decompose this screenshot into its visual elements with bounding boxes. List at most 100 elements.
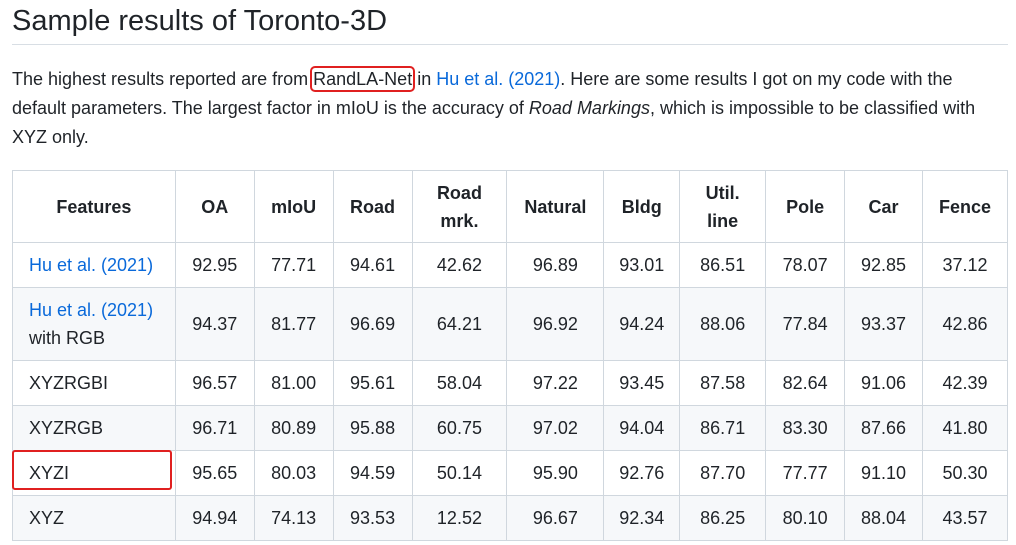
row-feature: XYZI — [12, 450, 176, 496]
cell-pole: 83.30 — [765, 405, 846, 451]
cell-car: 87.66 — [844, 405, 923, 451]
cell-road-mrk: 60.75 — [411, 405, 508, 451]
cell-oa: 96.57 — [174, 360, 255, 406]
cell-bldg: 94.04 — [603, 405, 681, 451]
header-oa: OA — [174, 170, 255, 243]
intro-text-4: , which is impossible to be classified w… — [12, 98, 976, 147]
cell-bldg: 93.45 — [603, 360, 681, 406]
header-pole: Pole — [765, 170, 846, 243]
table-row: Hu et al. (2021) 92.95 77.71 94.61 42.62… — [12, 242, 1009, 288]
header-road-mrk-line2: mrk. — [440, 210, 479, 231]
cell-road-mrk: 12.52 — [411, 495, 508, 541]
cell-natural: 97.22 — [506, 360, 605, 406]
cell-miou: 77.71 — [253, 242, 334, 288]
cell-oa: 92.95 — [174, 242, 255, 288]
header-road: Road — [332, 170, 413, 243]
cell-pole: 82.64 — [765, 360, 846, 406]
row-feature-suffix: with RGB — [29, 328, 106, 348]
cell-miou: 81.00 — [253, 360, 334, 406]
header-natural: Natural — [506, 170, 605, 243]
cell-pole: 80.10 — [765, 495, 846, 541]
cell-util: 86.51 — [679, 242, 767, 288]
cell-oa: 94.37 — [174, 287, 255, 361]
cell-car: 91.06 — [844, 360, 923, 406]
cell-pole: 77.77 — [765, 450, 846, 496]
cell-road-mrk: 58.04 — [411, 360, 508, 406]
table-row: XYZI 95.65 80.03 94.59 50.14 95.90 92.76… — [12, 450, 1009, 496]
cell-fence: 43.57 — [921, 495, 1009, 541]
row-feature: Hu et al. (2021) — [12, 242, 176, 288]
header-fence: Fence — [921, 170, 1009, 243]
table-row: XYZ 94.94 74.13 93.53 12.52 96.67 92.34 … — [12, 495, 1009, 541]
cell-road: 94.61 — [332, 242, 413, 288]
cell-miou: 80.89 — [253, 405, 334, 451]
cell-road: 95.61 — [332, 360, 413, 406]
intro-paragraph: The highest results reported are from Ra… — [12, 65, 1010, 152]
header-util-line1: Util. — [705, 182, 740, 203]
cell-miou: 81.77 — [253, 287, 334, 361]
heading-divider — [12, 44, 1008, 45]
cell-natural: 96.67 — [506, 495, 605, 541]
hu-et-al-link[interactable]: Hu et al. (2021) — [436, 69, 561, 89]
header-road-mrk-line1: Road — [436, 182, 482, 203]
row-feature: XYZ — [12, 495, 176, 541]
cell-road-mrk: 50.14 — [411, 450, 508, 496]
cell-oa: 94.94 — [174, 495, 255, 541]
cell-road: 96.69 — [332, 287, 413, 361]
cell-car: 93.37 — [844, 287, 923, 361]
table-row: Hu et al. (2021) with RGB 94.37 81.77 96.… — [12, 287, 1009, 361]
cell-bldg: 92.34 — [603, 495, 681, 541]
cell-bldg: 94.24 — [603, 287, 681, 361]
intro-text-2: in — [412, 69, 437, 89]
cell-bldg: 93.01 — [603, 242, 681, 288]
row-feature: XYZRGBI — [12, 360, 176, 406]
cell-fence: 42.86 — [921, 287, 1009, 361]
header-car: Car — [844, 170, 923, 243]
cell-util: 87.70 — [679, 450, 767, 496]
header-util-line2: line — [707, 210, 739, 231]
intro-text-3: . Here are some results I got on my code… — [12, 69, 953, 118]
cell-fence: 41.80 — [921, 405, 1009, 451]
cell-fence: 50.30 — [921, 450, 1009, 496]
cell-util: 86.71 — [679, 405, 767, 451]
cell-natural: 97.02 — [506, 405, 605, 451]
header-miou: mIoU — [253, 170, 334, 243]
header-road-mrk: Road mrk. — [411, 170, 508, 243]
cell-road-mrk: 42.62 — [411, 242, 508, 288]
intro-text-1: The highest results reported are from — [12, 69, 314, 89]
cell-car: 88.04 — [844, 495, 923, 541]
cell-bldg: 92.76 — [603, 450, 681, 496]
cell-road: 93.53 — [332, 495, 413, 541]
cell-natural: 96.89 — [506, 242, 605, 288]
row-feature: XYZRGB — [12, 405, 176, 451]
cell-util: 88.06 — [679, 287, 767, 361]
cell-fence: 37.12 — [921, 242, 1009, 288]
randla-net-highlight: RandLA-Net — [310, 66, 416, 92]
road-markings-emphasis: Road Markings — [528, 98, 650, 118]
cell-car: 91.10 — [844, 450, 923, 496]
cell-oa: 95.65 — [174, 450, 255, 496]
cell-natural: 96.92 — [506, 287, 605, 361]
cell-util: 86.25 — [679, 495, 767, 541]
hu-et-al-link[interactable]: Hu et al. (2021) — [29, 255, 154, 275]
header-util-line: Util. line — [679, 170, 767, 243]
section-heading: Sample results of Toronto-3D — [12, 5, 388, 37]
cell-util: 87.58 — [679, 360, 767, 406]
cell-pole: 77.84 — [765, 287, 846, 361]
cell-road: 95.88 — [332, 405, 413, 451]
cell-miou: 74.13 — [253, 495, 334, 541]
hu-et-al-link[interactable]: Hu et al. (2021) — [29, 300, 154, 320]
table-row: XYZRGB 96.71 80.89 95.88 60.75 97.02 94.… — [12, 405, 1009, 451]
header-bldg: Bldg — [603, 170, 681, 243]
cell-miou: 80.03 — [253, 450, 334, 496]
cell-road-mrk: 64.21 — [411, 287, 508, 361]
cell-road: 94.59 — [332, 450, 413, 496]
cell-natural: 95.90 — [506, 450, 605, 496]
header-features: Features — [12, 170, 176, 243]
results-table: Features OA mIoU Road Road mrk. Natural B… — [12, 170, 1009, 541]
table-header-row: Features OA mIoU Road Road mrk. Natural B… — [12, 170, 1009, 243]
cell-pole: 78.07 — [765, 242, 846, 288]
table-row: XYZRGBI 96.57 81.00 95.61 58.04 97.22 93… — [12, 360, 1009, 406]
cell-oa: 96.71 — [174, 405, 255, 451]
